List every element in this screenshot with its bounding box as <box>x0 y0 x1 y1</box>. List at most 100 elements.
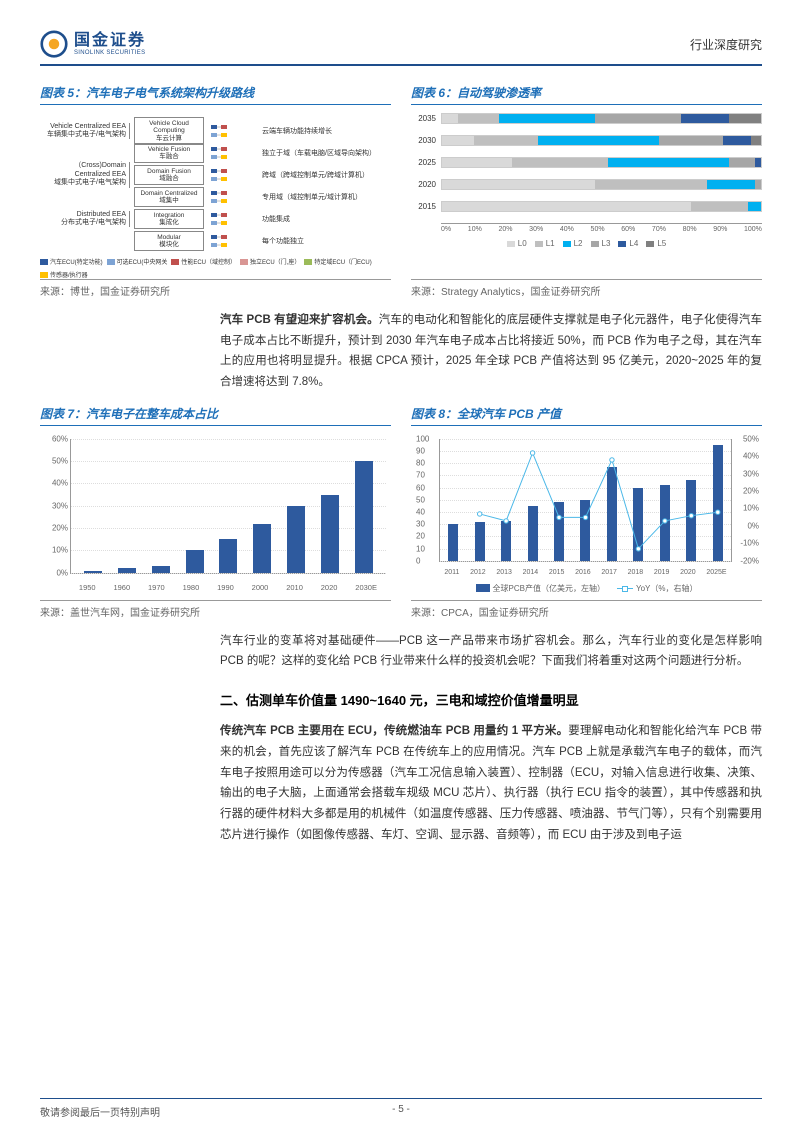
x-axis-label: 2019 <box>654 569 670 576</box>
stacked-bar-row: 2030 <box>411 135 762 146</box>
fig5-title: 图表 5：汽车电子电气系统架构升级路线 <box>40 84 391 105</box>
stacked-bar-segment <box>458 114 499 123</box>
eea-row: Domain Centralized域集中 专用域（域控制单元/域计算机） <box>40 187 391 207</box>
combo-chart-area: 0102030405060708090100-20%-10%0%10%20%30… <box>439 439 732 562</box>
stacked-bar-segment <box>729 158 755 167</box>
eea-stage-box: Domain Centralized域集中 <box>134 187 204 207</box>
eea-bracket: Distributed EEA分布式电子/电气架构 <box>40 211 130 228</box>
bar <box>501 521 511 561</box>
eea-mini-diagram <box>208 144 258 162</box>
stacked-bar-segment <box>442 180 595 189</box>
fig7-source: 来源：盖世汽车网，国金证券研究所 <box>40 600 391 619</box>
eea-desc: 专用域（域控制单元/域计算机） <box>262 192 391 202</box>
axis-tick: 100% <box>744 226 762 233</box>
y-axis-left-label: 30 <box>416 520 425 529</box>
y-axis-right-label: 50% <box>743 434 759 443</box>
y-axis-right-label: -20% <box>740 556 759 565</box>
fig7-title: 图表 7：汽车电子在整车成本占比 <box>40 405 391 426</box>
bar <box>118 568 136 572</box>
eea-stage-box: Vehicle Fusion车融合 <box>134 143 204 163</box>
axis-tick: 90% <box>713 226 727 233</box>
eea-row: Vehicle Fusion车融合 独立于域（车载电脑/区域导向架构） <box>40 143 391 163</box>
doc-type: 行业深度研究 <box>690 36 762 53</box>
stacked-bar-label: 2025 <box>411 158 441 167</box>
eea-bracket: Vehicle Centralized EEA车辆集中式电子/电气架构 <box>40 123 130 140</box>
eea-mini-diagram <box>208 232 258 250</box>
legend-item: L4 <box>618 239 638 248</box>
combo-bar-group <box>440 439 731 561</box>
y-axis-right-label: 40% <box>743 452 759 461</box>
legend-item: L5 <box>646 239 666 248</box>
figure-6: 图表 6：自动驾驶渗透率 203520302025202020150%10%20… <box>411 84 762 298</box>
gridline <box>440 561 731 562</box>
combo-legend: 全球PCB产值（亿美元，左轴）YoY（%，右轴） <box>411 583 762 594</box>
fig8-title: 图表 8：全球汽车 PCB 产值 <box>411 405 762 426</box>
legend-item: L2 <box>563 239 583 248</box>
y-axis-right-label: 10% <box>743 504 759 513</box>
stacked-bar-segment <box>512 158 608 167</box>
stacked-bar-row: 2020 <box>411 179 762 190</box>
stacked-bar-segment <box>748 202 761 211</box>
bar <box>186 550 204 572</box>
stacked-bar-xaxis: 0%10%20%30%40%50%60%70%80%90%100% <box>441 223 762 233</box>
y-axis-left-label: 40 <box>416 507 425 516</box>
bar <box>580 500 590 561</box>
eea-row: Modular模块化每个功能独立 <box>40 231 391 251</box>
eea-desc: 独立于域（车载电脑/区域导向架构） <box>262 148 391 158</box>
legend-item: 全球PCB产值（亿美元，左轴） <box>476 583 605 594</box>
footer-disclaimer: 敬请参阅最后一页特别声明 <box>40 1104 160 1119</box>
stacked-bar-segment <box>729 114 761 123</box>
x-axis-label: 2015 <box>549 569 565 576</box>
stacked-bar-segment <box>595 180 707 189</box>
x-axis-label: 1970 <box>148 583 165 592</box>
y-axis-left-label: 70 <box>416 471 425 480</box>
bar <box>607 467 617 561</box>
axis-tick: 50% <box>591 226 605 233</box>
y-axis-label: 40% <box>43 479 68 488</box>
stacked-bar-segment <box>442 114 458 123</box>
company-logo-icon <box>40 30 68 58</box>
x-axis-label: 2010 <box>286 583 303 592</box>
fig7-body: 0%10%20%30%40%50%60% 19501960197019801990… <box>40 434 391 594</box>
y-axis-left-label: 100 <box>416 434 429 443</box>
eea-bracket: （Cross)Domain Centralized EEA域集中式电子/电气架构 <box>40 162 130 187</box>
stacked-bar-segment <box>691 202 748 211</box>
bar <box>321 495 339 573</box>
eea-desc: 功能集成 <box>262 214 391 224</box>
stacked-bar-segment <box>595 114 681 123</box>
para3-rest: 要理解电动化和智能化给汽车 PCB 带来的机会，首先应该了解汽车 PCB 在传统… <box>220 725 762 840</box>
eea-row: Distributed EEA分布式电子/电气架构Integration集成化功… <box>40 209 391 229</box>
bar <box>713 445 723 561</box>
eea-legend-item: 可选ECU(中央网关 <box>107 257 168 266</box>
stacked-bar <box>441 113 762 124</box>
paragraph-2: 汽车行业的变革将对基础硬件——PCB 这一产品带来市场扩容机会。那么，汽车行业的… <box>220 631 762 672</box>
y-axis-label: 30% <box>43 501 68 510</box>
x-axis-label: 2025E <box>706 569 726 576</box>
y-axis-label: 10% <box>43 546 68 555</box>
logo-text: 国金证券 SINOLINK SECURITIES <box>74 32 146 56</box>
bar <box>448 524 458 561</box>
stacked-bar-label: 2015 <box>411 202 441 211</box>
x-axis-label: 2016 <box>575 569 591 576</box>
figure-row-1: 图表 5：汽车电子电气系统架构升级路线 Vehicle Centralized … <box>40 84 762 298</box>
eea-legend-item: 传感器/执行器 <box>40 270 88 279</box>
eea-stage-box: Vehicle Cloud Computing车云计算 <box>134 117 204 144</box>
bar <box>633 488 643 561</box>
combo-x-axis: 2011201220132014201520162017201820192020… <box>439 569 732 576</box>
axis-tick: 60% <box>621 226 635 233</box>
x-axis-label: 2030E <box>355 583 377 592</box>
stacked-bar-segment <box>751 136 761 145</box>
bar-chart-area: 0%10%20%30%40%50%60% <box>70 439 386 574</box>
eea-legend: 汽车ECU(特定功能)可选ECU(中央网关性能ECU（域控制）独立ECU（门,座… <box>40 257 391 279</box>
stacked-bar-segment <box>608 158 729 167</box>
stacked-bar-segment <box>442 136 474 145</box>
fig6-title: 图表 6：自动驾驶渗透率 <box>411 84 762 105</box>
legend-item: L1 <box>535 239 555 248</box>
x-axis-labels: 195019601970198019902000201020202030E <box>70 583 386 592</box>
y-axis-left-label: 50 <box>416 495 425 504</box>
stacked-bar-label: 2035 <box>411 114 441 123</box>
legend-item: L3 <box>591 239 611 248</box>
stacked-bar-row: 2035 <box>411 113 762 124</box>
page: 国金证券 SINOLINK SECURITIES 行业深度研究 图表 5：汽车电… <box>0 0 802 1133</box>
logo-en: SINOLINK SECURITIES <box>74 50 146 57</box>
